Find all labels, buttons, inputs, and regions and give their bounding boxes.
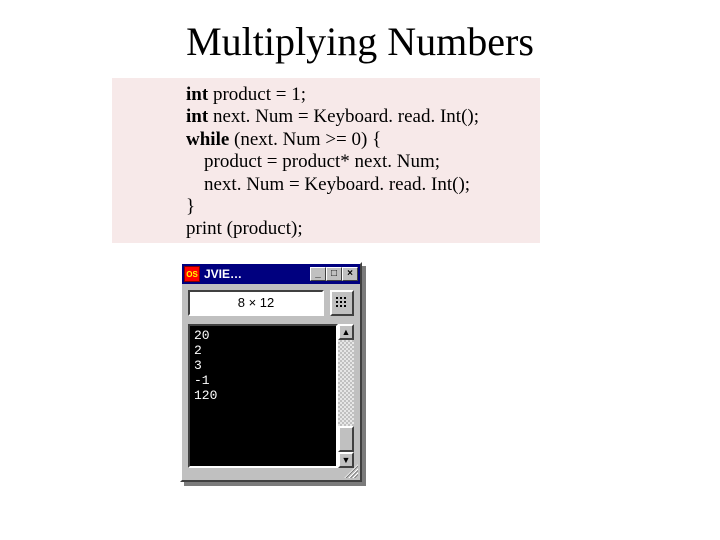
console-line: 120 (194, 388, 217, 403)
minimize-button[interactable]: _ (310, 267, 326, 281)
code-line: product = product* next. Num; (120, 151, 440, 173)
scroll-track[interactable] (338, 340, 354, 452)
code-text: next. Num = Keyboard. read. Int(); (213, 106, 479, 127)
keyword: while (186, 129, 234, 150)
keyword: int (186, 84, 213, 105)
code-line: next. Num = Keyboard. read. Int(); (120, 174, 470, 196)
jvie-window: OS JVIE… _ □ × 8 × 12 (180, 262, 362, 482)
resize-grip[interactable] (344, 464, 358, 478)
code-line: } (120, 196, 195, 218)
code-text: product = 1; (213, 84, 306, 105)
code-line: int next. Num = Keyboard. read. Int(); (120, 106, 479, 128)
console-line: 2 (194, 343, 202, 358)
titlebar[interactable]: OS JVIE… _ □ × (182, 264, 360, 284)
console-line: 3 (194, 358, 202, 373)
code-line: while (next. Num >= 0) { (120, 129, 381, 151)
window-buttons: _ □ × (310, 267, 358, 281)
keyword: int (186, 106, 213, 127)
vertical-scrollbar[interactable]: ▲ ▼ (338, 324, 354, 468)
code-block: int product = 1; int next. Num = Keyboar… (112, 78, 540, 243)
window-body: 8 × 12 20 2 3 -1 120 ▲ (182, 284, 360, 480)
console-line: 20 (194, 328, 210, 343)
close-button[interactable]: × (342, 267, 358, 281)
app-icon[interactable]: OS (184, 266, 200, 282)
expression-input[interactable]: 8 × 12 (188, 290, 324, 316)
input-row: 8 × 12 (188, 290, 354, 316)
console-output: 20 2 3 -1 120 (188, 324, 338, 468)
window-title: JVIE… (202, 267, 308, 281)
window-frame: OS JVIE… _ □ × 8 × 12 (180, 262, 362, 482)
options-button[interactable] (330, 290, 354, 316)
code-line: int product = 1; (120, 84, 306, 106)
slide: Multiplying Numbers int product = 1; int… (0, 0, 720, 540)
scroll-up-button[interactable]: ▲ (338, 324, 354, 340)
console-area: 20 2 3 -1 120 ▲ ▼ (188, 324, 354, 468)
code-text: (next. Num >= 0) { (234, 129, 381, 150)
grid-icon (336, 297, 348, 309)
slide-title: Multiplying Numbers (0, 18, 720, 65)
console-line: -1 (194, 373, 210, 388)
maximize-button[interactable]: □ (326, 267, 342, 281)
code-line: print (product); (120, 218, 303, 240)
scroll-thumb[interactable] (338, 426, 354, 452)
